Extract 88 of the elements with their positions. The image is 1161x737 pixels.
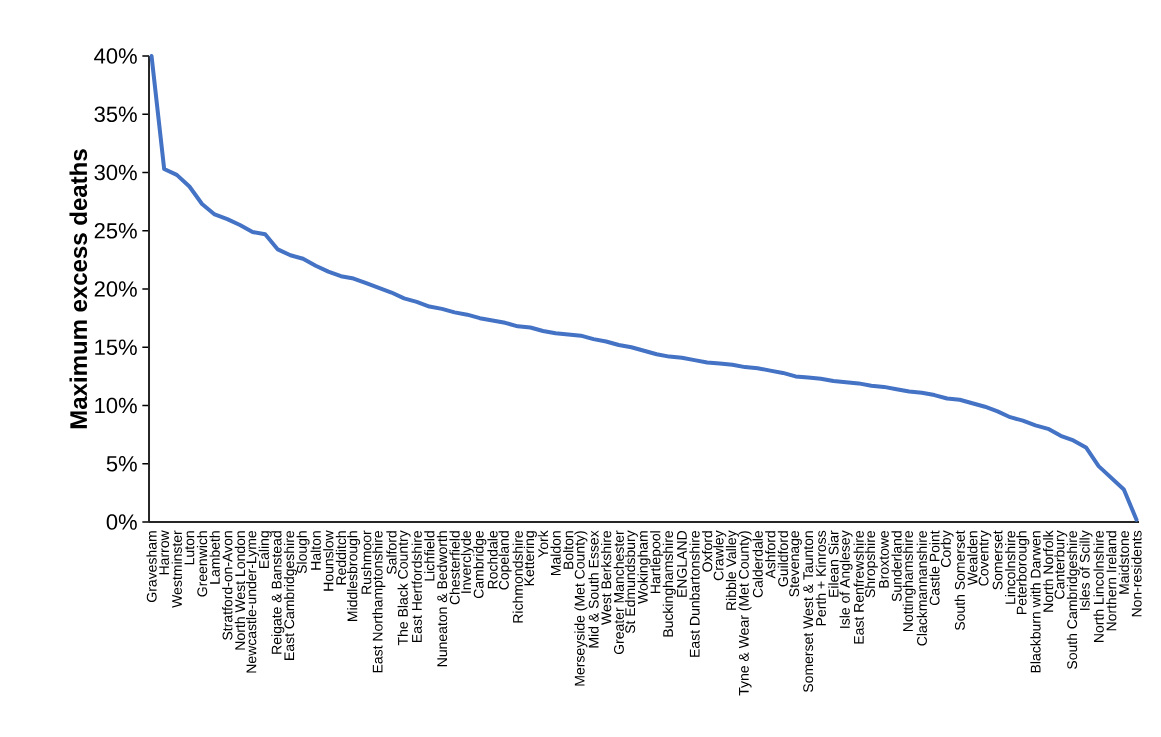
y-tick-label: 25% (94, 223, 137, 239)
x-tick-label: Isles of Scilly (1079, 530, 1093, 610)
x-tick-label: Non-residents (1131, 530, 1142, 617)
x-tick-label: Nottinghamshire (902, 530, 916, 632)
x-tick-label: Merseyside (Met County) (574, 531, 588, 686)
x-tick-label: East Hertfordshire (411, 530, 422, 642)
y-tick-label: 20% (94, 281, 137, 297)
x-tick-label: Isle of Anglesey (839, 530, 853, 628)
x-tick-label: Redditch (335, 531, 347, 585)
x-tick-label: Kettering (523, 531, 537, 586)
x-tick-label: Peterborough (1016, 531, 1030, 614)
x-tick-label: Rochdale (487, 530, 498, 589)
x-tick-label: Tyne & Wear (Met County) (738, 531, 752, 696)
x-tick-label: ENGLAND (676, 530, 687, 597)
x-tick-label: Broxtowe (879, 530, 889, 588)
x-tick-label: York (537, 530, 549, 558)
x-tick-label: Blackburn with Darwen (1030, 531, 1041, 673)
x-tick-label: Perth + Kinross (815, 530, 826, 626)
x-tick-label: Canterbury (1054, 530, 1068, 599)
x-tick-label: Greater Manchester (613, 530, 624, 655)
x-tick-label: Corby (940, 530, 954, 567)
x-tick-label: Stratford-on-Avon (222, 531, 233, 640)
x-tick-label: St Edmundsbury (624, 530, 638, 634)
x-tick-label: Slough (296, 531, 310, 574)
y-tick-label: 10% (95, 397, 137, 414)
y-tick-label: 35% (94, 106, 137, 123)
y-tick-label: 5% (106, 456, 137, 472)
x-tick-label: Maldon (550, 531, 561, 576)
x-tick-label: North Norfolk (1042, 530, 1054, 612)
x-tick-label: Somerset West & Taunton (803, 531, 814, 693)
x-tick-label: Northern Ireland (1106, 531, 1117, 631)
x-tick-label: Guildford (777, 531, 789, 587)
x-tick-label: Ealing (258, 531, 272, 569)
x-tick-label: Cambridge (473, 530, 487, 599)
x-tick-label: Somerset (992, 530, 1003, 590)
x-tick-label: Calderdale (752, 530, 763, 598)
x-tick-label: Crawley (713, 530, 727, 581)
x-tick-label: Rushmoor (361, 530, 372, 594)
x-tick-label: Lambeth (209, 531, 220, 584)
x-tick-label: Gravesham (146, 531, 157, 602)
y-tick-label: 0% (106, 514, 137, 530)
x-tick-label: East Northamptonshire (372, 530, 386, 673)
x-tick-label: Eilean Siar (828, 530, 839, 597)
y-tick-label: 30% (94, 164, 137, 181)
x-tick-label: Halton (310, 531, 321, 570)
x-tick-label: Copeland (498, 531, 512, 590)
x-tick-label: Buckinghamshire (662, 530, 676, 637)
x-tick-label: Hartlepool (650, 531, 664, 593)
x-tick-label: Richmondshire (512, 530, 523, 623)
x-tick-label: Luton (184, 531, 195, 565)
x-tick-label: South Cambridgeshire (1066, 530, 1080, 669)
x-tick-label: Ashford (765, 531, 776, 579)
x-tick-label: Harrow (159, 530, 170, 575)
x-tick-label: Greenwich (196, 531, 208, 597)
x-tick-label: Shropshire (864, 530, 878, 598)
x-tick-label: North Lincolnshire (1093, 530, 1104, 642)
y-tick-label: 15% (95, 339, 137, 356)
y-tick-label: 40% (94, 48, 137, 64)
x-tick-label: Mid & South Essex (588, 530, 599, 648)
x-tick-label: Lichfield (424, 531, 435, 581)
x-tick-label: Newcastle-under-Lyme (246, 530, 260, 673)
x-tick-label: East Renfrewshire (853, 530, 864, 644)
x-tick-label: Maidstone (1118, 530, 1130, 594)
x-tick-label: Hounslow (323, 530, 334, 591)
x-tick-label: South Somerset (954, 530, 965, 631)
x-tick-label: Westminster (171, 530, 182, 608)
x-tick-label: Nuneaton & Bedworth (436, 531, 448, 667)
x-tick-label: Salford (386, 531, 397, 575)
x-tick-label: East Dunbartonshire (689, 530, 700, 657)
x-tick-label: Coventry (978, 530, 992, 586)
x-tick-label: Middlesbrough (347, 531, 361, 621)
x-tick-label: The Black Country (397, 530, 411, 646)
x-tick-label: Bolton (563, 531, 574, 569)
x-tick-label: Sunderland (891, 531, 902, 602)
x-tick-label: Castle Point (929, 530, 940, 606)
x-tick-label: Inverclyde (460, 530, 474, 593)
x-tick-label: Stevenage (789, 530, 802, 597)
x-tick-label: West Berkshire (600, 530, 612, 625)
x-tick-label: Ribble Valley (725, 530, 739, 610)
x-tick-label: North West London (234, 531, 246, 650)
y-axis-title: Maximum excess deaths (69, 149, 88, 429)
x-tick-label: Clackmannanshire (916, 530, 927, 646)
x-tick-label: Reigate & Banstead (271, 531, 285, 654)
x-tick-label: Wokingham (637, 531, 651, 604)
x-tick-label: Chesterfield (449, 531, 460, 605)
x-tick-label: Oxford (702, 531, 713, 572)
x-tick-label: Wealden (967, 531, 978, 586)
x-tick-label: Lincolnshire (1005, 530, 1016, 604)
